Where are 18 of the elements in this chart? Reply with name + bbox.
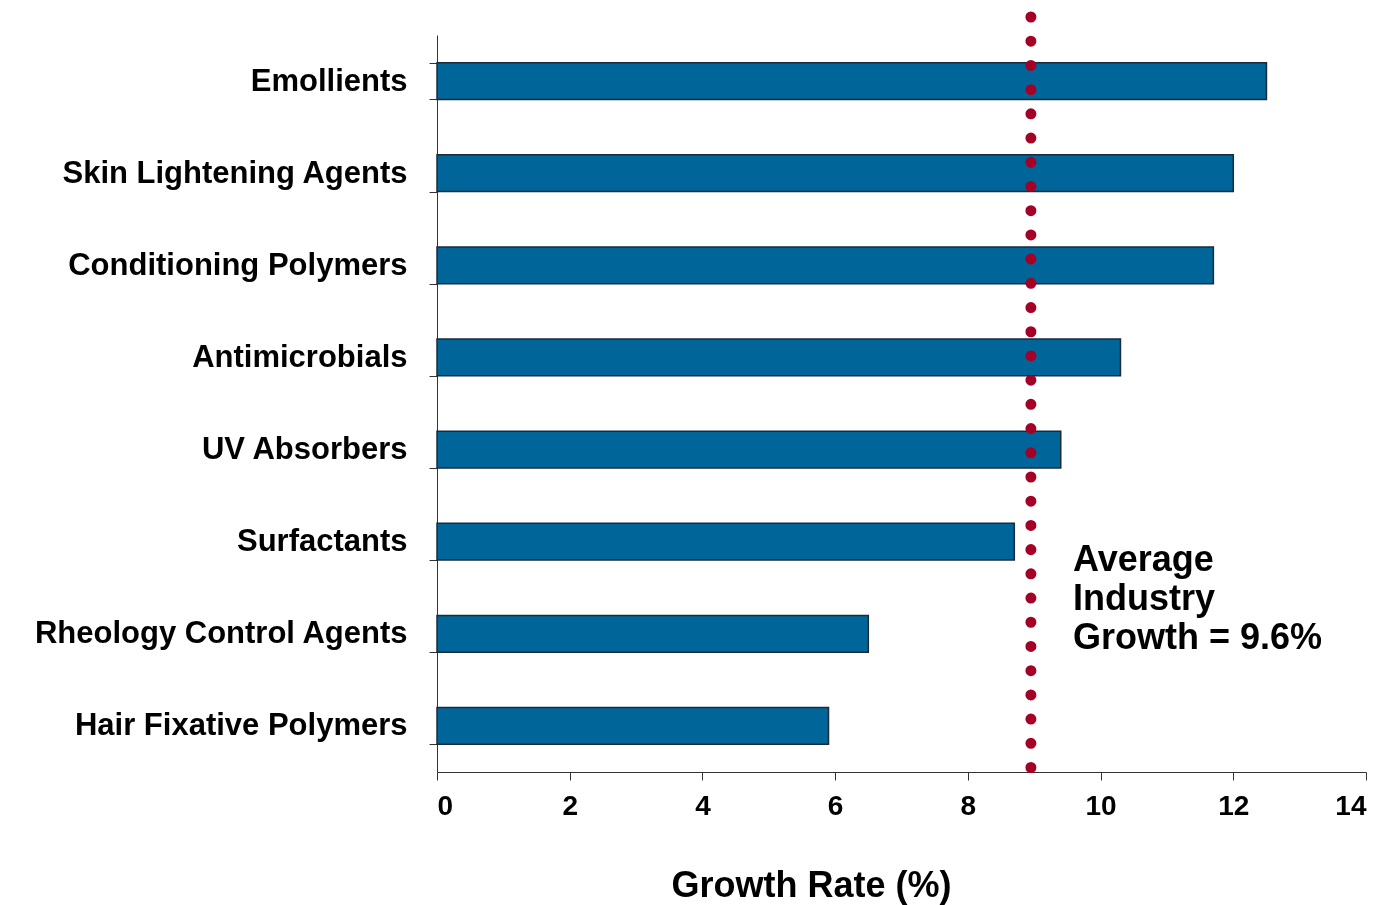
y-tick-label: Surfactants [236,523,408,559]
y-tick-label: Rheology Control Agents [34,615,408,651]
y-tick-label: Hair Fixative Polymers [74,707,408,743]
x-tick-label: 14 [1335,789,1367,821]
y-tick-label: Emollients [250,62,408,98]
annotation: Average Industry Growth = 9.6% [1073,538,1323,657]
x-tick-label: 6 [827,789,844,821]
y-tick-label: Antimicrobials [192,338,408,374]
y-tick-label: UV Absorbers [201,431,408,467]
x-tick-label: 8 [960,789,977,821]
y-tick-label: Conditioning Polymers [68,246,408,282]
x-tick-label: 4 [695,789,712,821]
x-axis-title: Growth Rate (%) [671,863,952,905]
x-tick-label: 0 [437,789,454,821]
x-tick-label: 12 [1218,789,1250,821]
x-tick-label: 10 [1085,789,1117,821]
y-tick-label: Skin Lightening Agents [62,154,408,190]
x-tick-label: 2 [562,789,578,821]
